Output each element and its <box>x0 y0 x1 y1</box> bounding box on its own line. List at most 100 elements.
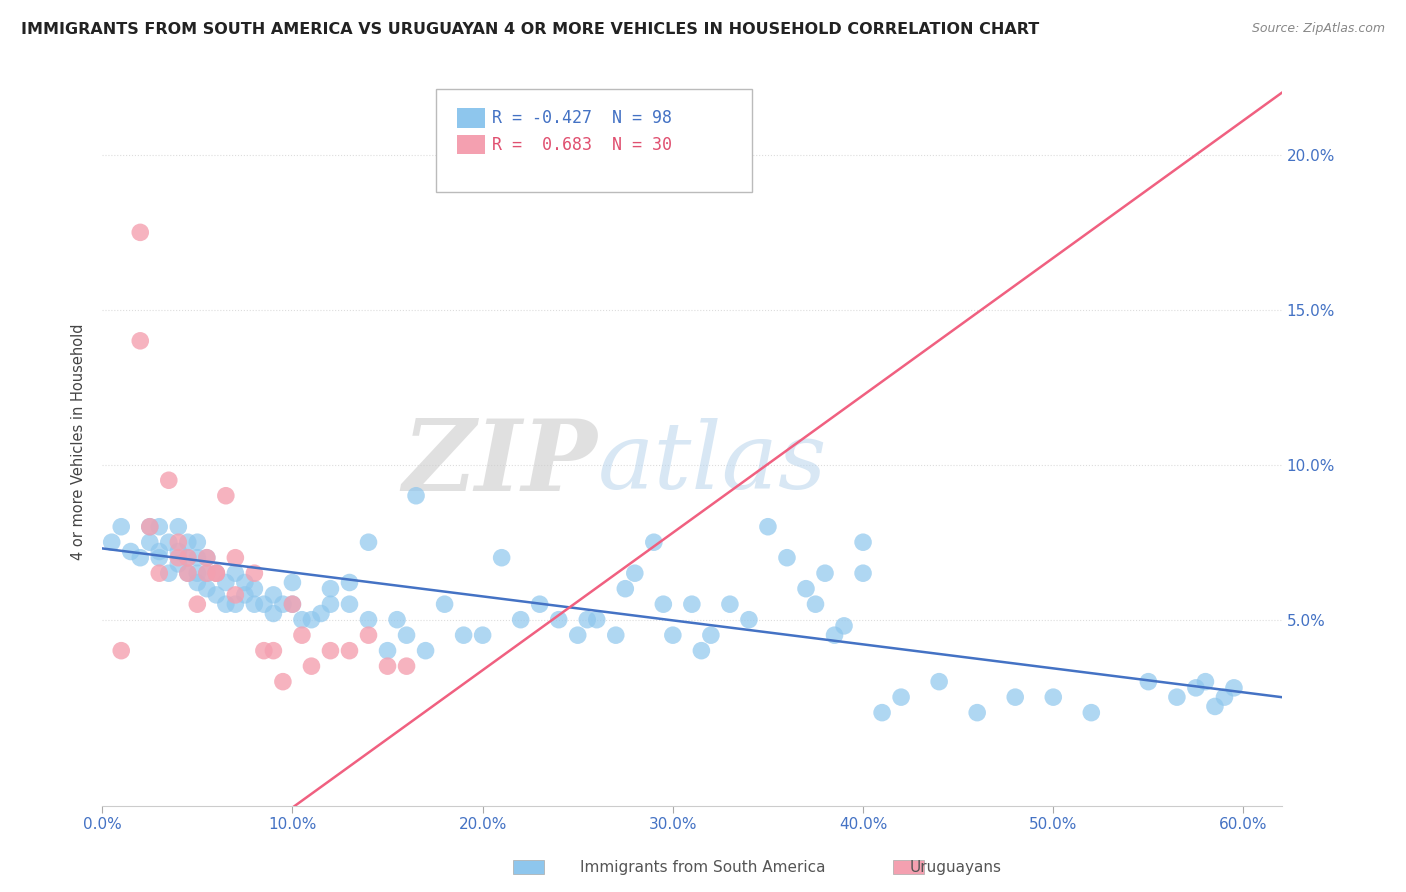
Point <box>662 628 685 642</box>
Point <box>824 628 846 642</box>
Point <box>794 582 817 596</box>
Point <box>301 659 323 673</box>
Point <box>195 582 218 596</box>
Point <box>177 550 200 565</box>
Point <box>224 588 246 602</box>
Point <box>215 489 238 503</box>
Point <box>357 613 380 627</box>
Point <box>339 597 361 611</box>
Text: Uruguayans: Uruguayans <box>910 860 1002 874</box>
Point <box>852 535 875 549</box>
Point <box>281 575 304 590</box>
Point <box>139 520 162 534</box>
Point <box>186 566 208 581</box>
Text: Immigrants from South America: Immigrants from South America <box>581 860 825 874</box>
Point <box>377 643 399 657</box>
Point <box>148 566 170 581</box>
Point <box>1223 681 1246 695</box>
Point <box>262 588 284 602</box>
Point <box>652 597 675 611</box>
Point <box>129 334 152 348</box>
Point <box>195 550 218 565</box>
Point <box>339 643 361 657</box>
Point <box>319 597 342 611</box>
Text: R =  0.683  N = 30: R = 0.683 N = 30 <box>492 136 672 153</box>
Point <box>966 706 988 720</box>
Text: ZIP: ZIP <box>402 415 598 512</box>
Y-axis label: 4 or more Vehicles in Household: 4 or more Vehicles in Household <box>72 323 86 560</box>
Point <box>395 659 418 673</box>
Point <box>186 535 208 549</box>
Point <box>139 520 162 534</box>
Point <box>148 544 170 558</box>
Point <box>110 520 132 534</box>
Point <box>357 628 380 642</box>
Text: IMMIGRANTS FROM SOUTH AMERICA VS URUGUAYAN 4 OR MORE VEHICLES IN HOUSEHOLD CORRE: IMMIGRANTS FROM SOUTH AMERICA VS URUGUAY… <box>21 22 1039 37</box>
Point <box>167 550 190 565</box>
Point <box>1194 674 1216 689</box>
Point <box>776 550 799 565</box>
Point <box>148 520 170 534</box>
Point <box>700 628 723 642</box>
Point <box>139 535 162 549</box>
Point <box>148 550 170 565</box>
Point <box>385 613 408 627</box>
Point <box>928 674 950 689</box>
Point <box>224 550 246 565</box>
Point <box>262 607 284 621</box>
Point <box>120 544 142 558</box>
Point <box>718 597 741 611</box>
Point <box>167 520 190 534</box>
Point <box>129 226 152 240</box>
Point <box>339 575 361 590</box>
Text: Source: ZipAtlas.com: Source: ZipAtlas.com <box>1251 22 1385 36</box>
Point <box>177 566 200 581</box>
Point <box>453 628 475 642</box>
Point <box>205 588 228 602</box>
Point <box>576 613 599 627</box>
Point <box>271 597 294 611</box>
Point <box>585 613 607 627</box>
Point <box>281 597 304 611</box>
Point <box>243 597 266 611</box>
Point <box>224 597 246 611</box>
Point <box>281 597 304 611</box>
Point <box>195 566 218 581</box>
Point <box>262 643 284 657</box>
Point <box>186 550 208 565</box>
Point <box>471 628 494 642</box>
Point <box>756 520 779 534</box>
Point <box>215 575 238 590</box>
Point <box>157 473 180 487</box>
Point <box>205 566 228 581</box>
Point <box>1004 690 1026 705</box>
Text: R = -0.427  N = 98: R = -0.427 N = 98 <box>492 109 672 127</box>
Point <box>1166 690 1188 705</box>
Point <box>195 550 218 565</box>
Point <box>415 643 437 657</box>
Point <box>319 582 342 596</box>
Point <box>291 628 314 642</box>
Point <box>690 643 713 657</box>
Point <box>177 550 200 565</box>
Point <box>319 643 342 657</box>
Point <box>1213 690 1236 705</box>
Point <box>377 659 399 673</box>
Point <box>395 628 418 642</box>
Point <box>433 597 456 611</box>
Point <box>1137 674 1160 689</box>
Point <box>832 619 855 633</box>
Point <box>357 535 380 549</box>
Point <box>157 566 180 581</box>
Point <box>110 643 132 657</box>
Point <box>186 597 208 611</box>
Point <box>567 628 589 642</box>
Point <box>129 550 152 565</box>
Point <box>291 613 314 627</box>
Point <box>186 575 208 590</box>
Point <box>205 566 228 581</box>
Point <box>738 613 761 627</box>
Point <box>243 582 266 596</box>
Point <box>804 597 827 611</box>
Point <box>215 597 238 611</box>
